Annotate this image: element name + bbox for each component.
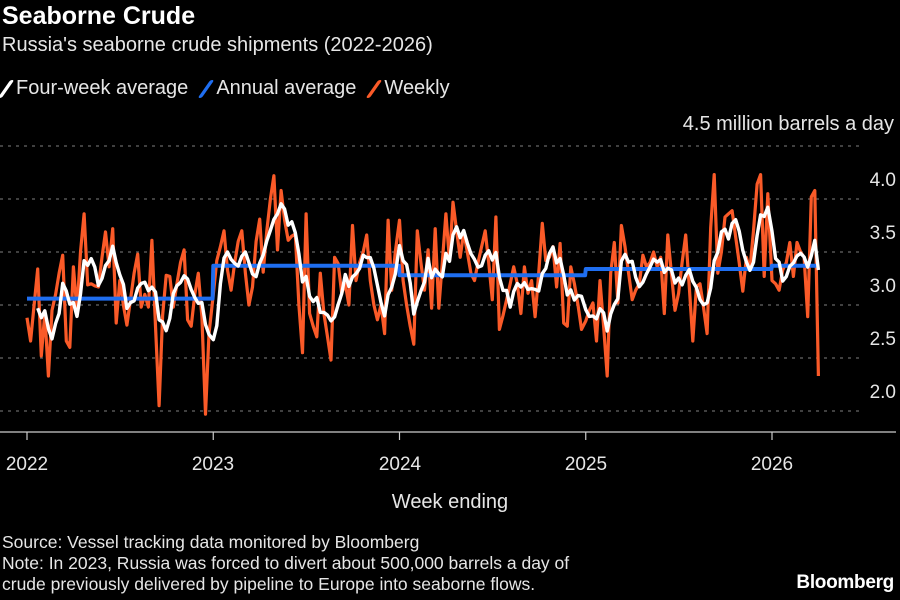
y-tick-label: 3.0	[870, 276, 896, 297]
x-tick-label: 2022	[6, 454, 48, 475]
y-tick-label: 2.0	[870, 382, 896, 403]
x-tick-label: 2026	[751, 454, 793, 475]
legend-item-four-week: Four-week average	[0, 77, 189, 100]
x-tick-label: 2024	[379, 454, 422, 475]
unit-label: 4.5 million barrels a day	[682, 113, 894, 135]
x-axis-label: Week ending	[392, 491, 508, 513]
legend-label: Four-week average	[16, 77, 189, 99]
y-tick-label: 4.0	[870, 170, 896, 191]
legend: Four-week average Annual average Weekly	[0, 77, 450, 100]
x-tick-label: 2023	[192, 454, 234, 475]
legend-label: Annual average	[216, 77, 357, 99]
y-tick-label: 3.5	[870, 223, 896, 244]
x-tick-label: 2025	[565, 454, 607, 475]
bloomberg-logo: Bloomberg	[796, 572, 894, 593]
note-line: Note: In 2023, Russia was forced to dive…	[2, 553, 570, 573]
legend-item-annual: Annual average	[198, 77, 357, 100]
note-line: crude previously delivered by pipeline t…	[2, 574, 536, 594]
annual-average-line	[27, 263, 819, 301]
chart-subtitle: Russia's seaborne crude shipments (2022-…	[2, 34, 433, 56]
source-note: Source: Vessel tracking data monitored b…	[2, 532, 569, 595]
legend-item-weekly: Weekly	[366, 77, 450, 100]
source-text: Source: Vessel tracking data monitored b…	[2, 532, 420, 552]
y-tick-label: 2.5	[870, 329, 896, 350]
four-week-average-line	[36, 202, 821, 342]
legend-label: Weekly	[384, 77, 450, 99]
chart-title: Seaborne Crude	[2, 2, 196, 30]
